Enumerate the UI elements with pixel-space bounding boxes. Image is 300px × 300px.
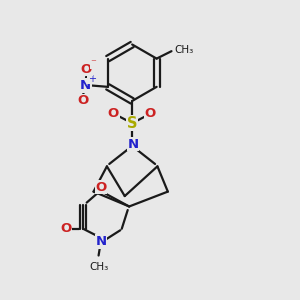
Text: +: + <box>88 74 96 84</box>
Text: CH₃: CH₃ <box>175 45 194 55</box>
Text: N: N <box>95 235 106 248</box>
Text: O: O <box>95 181 106 194</box>
Text: CH₃: CH₃ <box>89 262 108 272</box>
Text: O: O <box>144 106 156 120</box>
Text: N: N <box>128 138 139 151</box>
Text: S: S <box>127 116 137 131</box>
Text: O: O <box>60 222 71 235</box>
Text: O: O <box>108 106 119 120</box>
Text: N: N <box>80 79 91 92</box>
Text: O: O <box>77 94 89 107</box>
Text: O: O <box>81 62 92 76</box>
Text: ⁻: ⁻ <box>91 59 96 69</box>
